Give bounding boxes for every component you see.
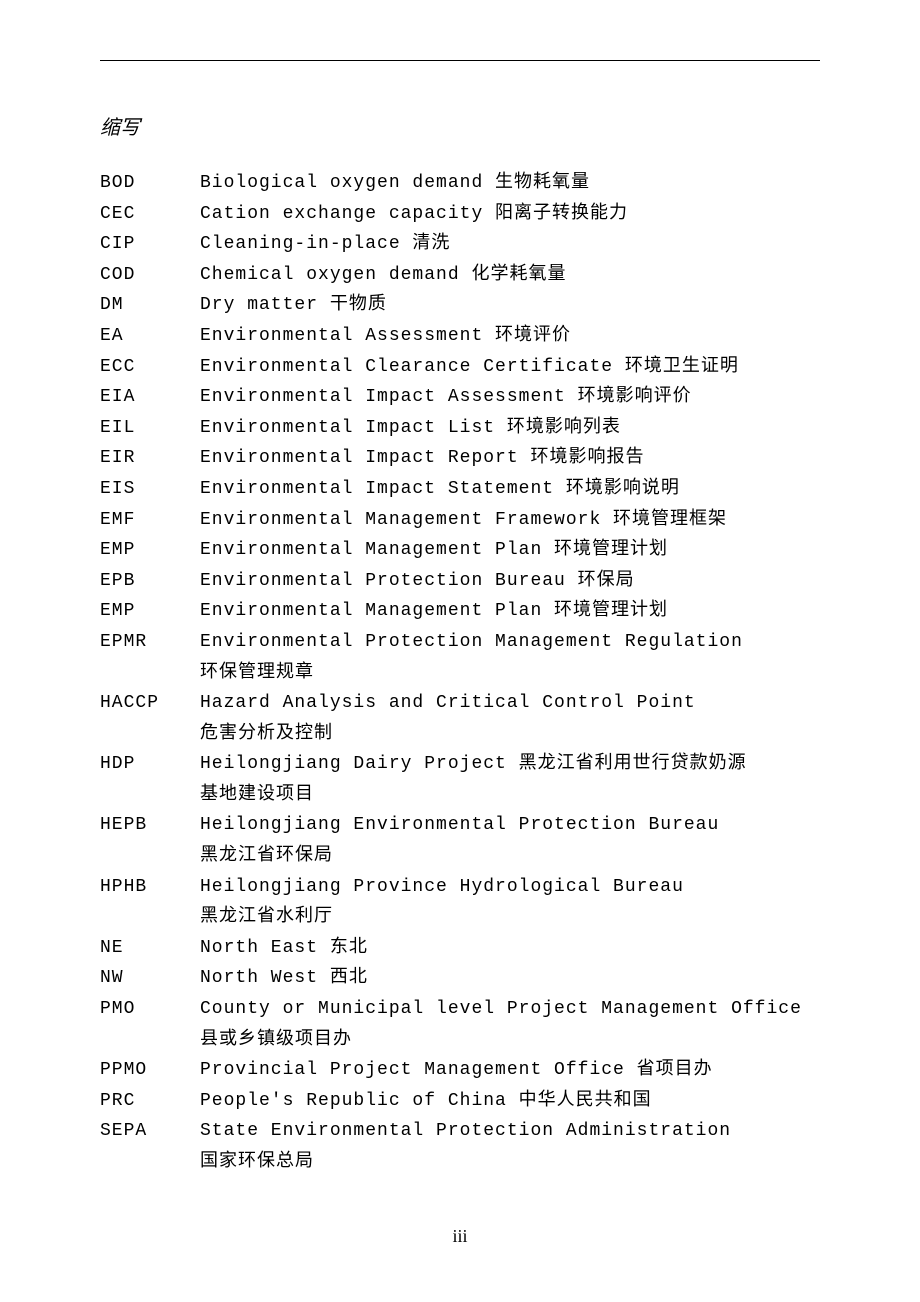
abbreviation-definition: County or Municipal level Project Manage… (200, 994, 820, 1025)
abbreviation-definition: Environmental Clearance Certificate 环境卫生… (200, 352, 820, 383)
abbreviation-row: HEPBHeilongjiang Environmental Protectio… (100, 810, 820, 841)
abbreviation-row: CIPCleaning-in-place 清洗 (100, 229, 820, 260)
abbreviation-definition: Environmental Management Plan 环境管理计划 (200, 596, 820, 627)
abbreviation-term: EMF (100, 505, 200, 536)
abbreviation-row: HDPHeilongjiang Dairy Project 黑龙江省利用世行贷款… (100, 749, 820, 780)
abbreviation-term: CEC (100, 199, 200, 230)
abbreviation-term: EIA (100, 382, 200, 413)
abbreviation-row: EIREnvironmental Impact Report 环境影响报告 (100, 443, 820, 474)
abbreviation-definition: Environmental Impact Statement 环境影响说明 (200, 474, 820, 505)
abbreviation-row: PPMOProvincial Project Management Office… (100, 1055, 820, 1086)
abbreviation-definition: Dry matter 干物质 (200, 290, 820, 321)
abbreviation-row: PRCPeople's Republic of China 中华人民共和国 (100, 1086, 820, 1117)
abbreviation-definition-line2: 危害分析及控制 (200, 719, 820, 750)
abbreviation-definition: Cation exchange capacity 阳离子转换能力 (200, 199, 820, 230)
page-number: iii (0, 1226, 920, 1247)
abbreviation-row: EPMREnvironmental Protection Management … (100, 627, 820, 658)
abbreviation-row: EMPEnvironmental Management Plan 环境管理计划 (100, 596, 820, 627)
abbreviation-definition: Environmental Assessment 环境评价 (200, 321, 820, 352)
abbreviation-term: ECC (100, 352, 200, 383)
abbreviation-definition: Heilongjiang Dairy Project 黑龙江省利用世行贷款奶源 (200, 749, 820, 780)
abbreviation-definition: People's Republic of China 中华人民共和国 (200, 1086, 820, 1117)
abbreviation-definition: Environmental Management Plan 环境管理计划 (200, 535, 820, 566)
abbreviation-term: HACCP (100, 688, 200, 719)
abbreviation-row: SEPAState Environmental Protection Admin… (100, 1116, 820, 1147)
abbreviation-definition: North East 东北 (200, 933, 820, 964)
abbreviation-term: HEPB (100, 810, 200, 841)
page-container: 缩写 BODBiological oxygen demand 生物耗氧量CECC… (0, 0, 920, 1302)
abbreviation-definition: Hazard Analysis and Critical Control Poi… (200, 688, 820, 719)
abbreviation-list: BODBiological oxygen demand 生物耗氧量CECCati… (100, 168, 820, 1178)
abbreviation-definition-line2: 黑龙江省环保局 (200, 841, 820, 872)
abbreviation-term: EA (100, 321, 200, 352)
abbreviation-definition-line2: 环保管理规章 (200, 658, 820, 689)
abbreviation-row: DMDry matter 干物质 (100, 290, 820, 321)
abbreviation-term: NE (100, 933, 200, 964)
abbreviation-row: BODBiological oxygen demand 生物耗氧量 (100, 168, 820, 199)
abbreviation-term: EIL (100, 413, 200, 444)
abbreviation-row: PMOCounty or Municipal level Project Man… (100, 994, 820, 1025)
abbreviation-row: EMPEnvironmental Management Plan 环境管理计划 (100, 535, 820, 566)
abbreviation-row: NWNorth West 西北 (100, 963, 820, 994)
abbreviation-term: COD (100, 260, 200, 291)
abbreviation-row: HPHBHeilongjiang Province Hydrological B… (100, 872, 820, 903)
abbreviation-term: EMP (100, 596, 200, 627)
abbreviation-definition: Environmental Impact Report 环境影响报告 (200, 443, 820, 474)
abbreviation-definition: Chemical oxygen demand 化学耗氧量 (200, 260, 820, 291)
abbreviation-term: PPMO (100, 1055, 200, 1086)
abbreviation-row: NENorth East 东北 (100, 933, 820, 964)
abbreviation-definition-line2: 县或乡镇级项目办 (200, 1025, 820, 1056)
top-horizontal-rule (100, 60, 820, 61)
abbreviation-term: CIP (100, 229, 200, 260)
abbreviation-term: DM (100, 290, 200, 321)
abbreviation-definition-line2: 国家环保总局 (200, 1147, 820, 1178)
abbreviation-term: SEPA (100, 1116, 200, 1147)
abbreviation-row: CODChemical oxygen demand 化学耗氧量 (100, 260, 820, 291)
abbreviation-definition: Environmental Protection Bureau 环保局 (200, 566, 820, 597)
abbreviation-definition: Cleaning-in-place 清洗 (200, 229, 820, 260)
abbreviation-definition: Heilongjiang Environmental Protection Bu… (200, 810, 820, 841)
abbreviation-definition: Environmental Management Framework 环境管理框… (200, 505, 820, 536)
abbreviation-term: EPMR (100, 627, 200, 658)
abbreviation-definition: North West 西北 (200, 963, 820, 994)
abbreviation-row: EILEnvironmental Impact List 环境影响列表 (100, 413, 820, 444)
abbreviation-term: PMO (100, 994, 200, 1025)
abbreviation-row: EMFEnvironmental Management Framework 环境… (100, 505, 820, 536)
abbreviation-term: PRC (100, 1086, 200, 1117)
abbreviation-row: EISEnvironmental Impact Statement 环境影响说明 (100, 474, 820, 505)
abbreviation-row: CECCation exchange capacity 阳离子转换能力 (100, 199, 820, 230)
abbreviation-definition-line2: 黑龙江省水利厅 (200, 902, 820, 933)
abbreviation-definition-line2: 基地建设项目 (200, 780, 820, 811)
abbreviation-definition: Environmental Protection Management Regu… (200, 627, 820, 658)
abbreviation-row: EIAEnvironmental Impact Assessment 环境影响评… (100, 382, 820, 413)
abbreviation-term: EIR (100, 443, 200, 474)
abbreviation-definition: Environmental Impact List 环境影响列表 (200, 413, 820, 444)
abbreviation-term: HPHB (100, 872, 200, 903)
abbreviation-term: BOD (100, 168, 200, 199)
section-title: 缩写 (100, 111, 820, 140)
abbreviation-term: HDP (100, 749, 200, 780)
abbreviation-term: EMP (100, 535, 200, 566)
abbreviation-row: HACCPHazard Analysis and Critical Contro… (100, 688, 820, 719)
abbreviation-definition: Heilongjiang Province Hydrological Burea… (200, 872, 820, 903)
abbreviation-term: EPB (100, 566, 200, 597)
abbreviation-term: NW (100, 963, 200, 994)
abbreviation-definition: State Environmental Protection Administr… (200, 1116, 820, 1147)
abbreviation-row: EAEnvironmental Assessment 环境评价 (100, 321, 820, 352)
abbreviation-term: EIS (100, 474, 200, 505)
abbreviation-definition: Biological oxygen demand 生物耗氧量 (200, 168, 820, 199)
abbreviation-definition: Environmental Impact Assessment 环境影响评价 (200, 382, 820, 413)
abbreviation-definition: Provincial Project Management Office 省项目… (200, 1055, 820, 1086)
abbreviation-row: EPBEnvironmental Protection Bureau 环保局 (100, 566, 820, 597)
abbreviation-row: ECCEnvironmental Clearance Certificate 环… (100, 352, 820, 383)
